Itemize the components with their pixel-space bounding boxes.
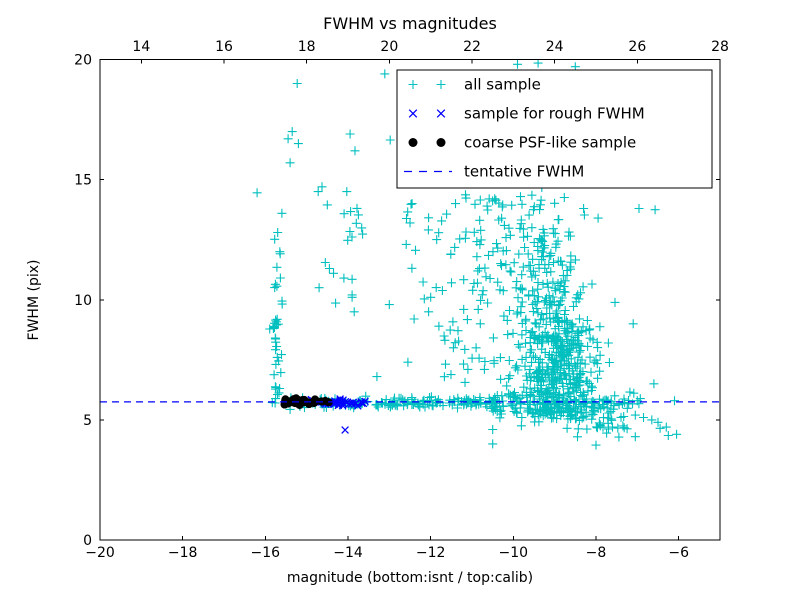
legend: all sample sample for rough FWHM coarse PS… bbox=[396, 69, 713, 189]
tick-label: −10 bbox=[499, 545, 529, 561]
tick-label: −6 bbox=[668, 545, 689, 561]
series-coarse-psf-like-sample bbox=[280, 394, 333, 409]
legend-entry-dot: coarse PSF-like sample bbox=[408, 134, 636, 152]
scatter-point-dot bbox=[287, 397, 295, 406]
tick-label: 14 bbox=[132, 39, 150, 55]
scatter-point-dot bbox=[280, 400, 289, 409]
tick-label: −20 bbox=[85, 545, 115, 561]
y-axis-label: FWHM (pix) bbox=[26, 260, 42, 341]
x-axis-label: magnitude (bottom:isnt / top:calib) bbox=[287, 570, 533, 586]
tick-label: 0 bbox=[83, 533, 92, 549]
tick-label: 26 bbox=[628, 39, 646, 55]
tick-label: −14 bbox=[333, 545, 363, 561]
legend-x-icon bbox=[436, 109, 446, 118]
legend-entry-label: all sample bbox=[464, 76, 541, 94]
scatter-layer bbox=[252, 59, 682, 450]
axis-tick-labels: −20 −18 −16 −14 −12 −10 −8 −6 14 16 18 20 22 24 26 28 0 5… bbox=[74, 39, 729, 561]
tick-label: 28 bbox=[711, 39, 729, 55]
chart-title: FWHM vs magnitudes bbox=[323, 14, 497, 33]
plot-frame bbox=[99, 59, 721, 541]
tick-label: −12 bbox=[416, 545, 446, 561]
legend-dot-icon bbox=[436, 138, 446, 147]
legend-entry-label: tentative FWHM bbox=[464, 163, 584, 181]
tick-label: 20 bbox=[74, 53, 92, 69]
legend-entry-x: sample for rough FWHM bbox=[408, 105, 645, 123]
legend-plus-icon bbox=[436, 80, 446, 89]
scatter-point-dot bbox=[306, 399, 315, 407]
tick-label: −8 bbox=[586, 545, 607, 561]
tick-label: 15 bbox=[74, 173, 92, 189]
legend-box bbox=[396, 69, 713, 189]
legend-x-icon bbox=[408, 109, 418, 118]
axis-ticks bbox=[99, 59, 721, 541]
tick-label: −16 bbox=[251, 545, 281, 561]
legend-entry-plus: all sample bbox=[408, 76, 541, 94]
legend-plus-icon bbox=[408, 80, 418, 89]
legend-dot-icon bbox=[408, 138, 418, 147]
legend-entry-label: sample for rough FWHM bbox=[464, 105, 645, 123]
tick-label: −18 bbox=[168, 545, 198, 561]
tick-label: 18 bbox=[298, 39, 316, 55]
tick-label: 24 bbox=[546, 39, 564, 55]
legend-entry-label: coarse PSF-like sample bbox=[464, 134, 636, 152]
tick-label: 22 bbox=[463, 39, 481, 55]
legend-entry-dash: tentative FWHM bbox=[404, 163, 584, 181]
tick-label: 16 bbox=[215, 39, 233, 55]
tick-label: 20 bbox=[380, 39, 398, 55]
tick-label: 5 bbox=[83, 413, 92, 429]
tick-label: 10 bbox=[74, 293, 92, 309]
